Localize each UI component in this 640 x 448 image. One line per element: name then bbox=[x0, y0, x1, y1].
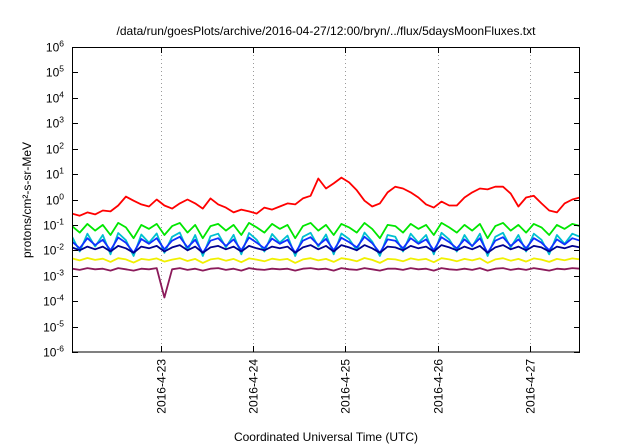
y-tick-label-exponent: 0 bbox=[59, 192, 64, 202]
y-tick-label: 100 bbox=[46, 192, 64, 208]
flux-series-6-line bbox=[72, 257, 580, 264]
y-tick-label: 10-1 bbox=[43, 217, 64, 233]
y-tick-label-exponent: -4 bbox=[56, 293, 64, 303]
y-tick-label: 102 bbox=[46, 141, 64, 157]
y-tick-label: 10-2 bbox=[43, 242, 64, 258]
series-lines bbox=[72, 176, 580, 299]
y-tick-label-exponent: 1 bbox=[59, 166, 64, 176]
x-tick-labels: 2016-4-23 2016-4-24 2016-4-25 2016-4-26 2016… bbox=[155, 359, 538, 414]
chart-title: /data/run/goesPlots/archive/2016-04-27/1… bbox=[117, 24, 537, 38]
y-tick-label-base: 10 bbox=[43, 244, 57, 258]
y-tick-label: 106 bbox=[46, 39, 64, 55]
x-grid-lines bbox=[161, 47, 531, 352]
y-tick-label-exponent: 4 bbox=[59, 90, 64, 100]
y-tick-label-exponent: -2 bbox=[56, 242, 64, 252]
flux-series-4-line bbox=[72, 235, 580, 254]
y-tick-label: 103 bbox=[46, 115, 64, 131]
x-tick-label: 2016-4-26 bbox=[432, 359, 446, 414]
y-tick-label: 10-5 bbox=[43, 319, 64, 335]
y-tick-label-exponent: -3 bbox=[56, 268, 64, 278]
y-tick-label-base: 10 bbox=[43, 219, 57, 233]
y-tick-label-base: 10 bbox=[43, 295, 57, 309]
y-tick-label-base: 10 bbox=[43, 346, 57, 360]
y-tick-labels: 10610510410310210110010-110-210-310-410-… bbox=[43, 39, 64, 360]
y-tick-label-base: 10 bbox=[43, 270, 57, 284]
y-tick-label: 10-4 bbox=[43, 293, 64, 309]
y-tick-label-base: 10 bbox=[46, 41, 60, 55]
x-axis-label: Coordinated Universal Time (UTC) bbox=[234, 430, 418, 444]
y-tick-label-base: 10 bbox=[46, 117, 60, 131]
x-tick-label: 2016-4-24 bbox=[247, 359, 261, 414]
y-tick-label: 10-3 bbox=[43, 268, 64, 284]
flux-series-3-line bbox=[72, 231, 580, 257]
y-tick-label-exponent: 6 bbox=[59, 39, 64, 49]
y-tick-label-base: 10 bbox=[46, 143, 60, 157]
x-tick-label: 2016-4-25 bbox=[339, 359, 353, 414]
y-tick-label-exponent: 2 bbox=[59, 141, 64, 151]
y-tick-label-exponent: -5 bbox=[56, 319, 64, 329]
x-tick-label: 2016-4-23 bbox=[155, 359, 169, 414]
y-tick-label-exponent: 5 bbox=[59, 64, 64, 74]
y-axis-label: protons/cm²-s-sr-MeV bbox=[20, 142, 34, 258]
y-tick-label: 101 bbox=[46, 166, 64, 182]
x-tick-label: 2016-4-27 bbox=[524, 359, 538, 414]
y-tick-label-base: 10 bbox=[46, 194, 60, 208]
plot-frame bbox=[72, 47, 580, 353]
y-tick-label-exponent: 3 bbox=[59, 115, 64, 125]
y-tick-label-base: 10 bbox=[46, 66, 60, 80]
y-tick-label: 105 bbox=[46, 64, 64, 80]
flux-series-2-line bbox=[72, 221, 580, 240]
flux-series-5-line bbox=[72, 244, 580, 254]
y-tick-label-exponent: -1 bbox=[56, 217, 64, 227]
y-tick-label-exponent: -6 bbox=[56, 344, 64, 354]
y-tick-label-base: 10 bbox=[46, 92, 60, 106]
y-tick-label-base: 10 bbox=[43, 321, 57, 335]
y-tick-label: 104 bbox=[46, 90, 64, 106]
tick-marks bbox=[72, 47, 580, 353]
y-tick-label-base: 10 bbox=[46, 168, 60, 182]
flux-series-7-line bbox=[72, 267, 580, 299]
flux-series-1-line bbox=[72, 176, 580, 217]
y-tick-label: 10-6 bbox=[43, 344, 64, 360]
